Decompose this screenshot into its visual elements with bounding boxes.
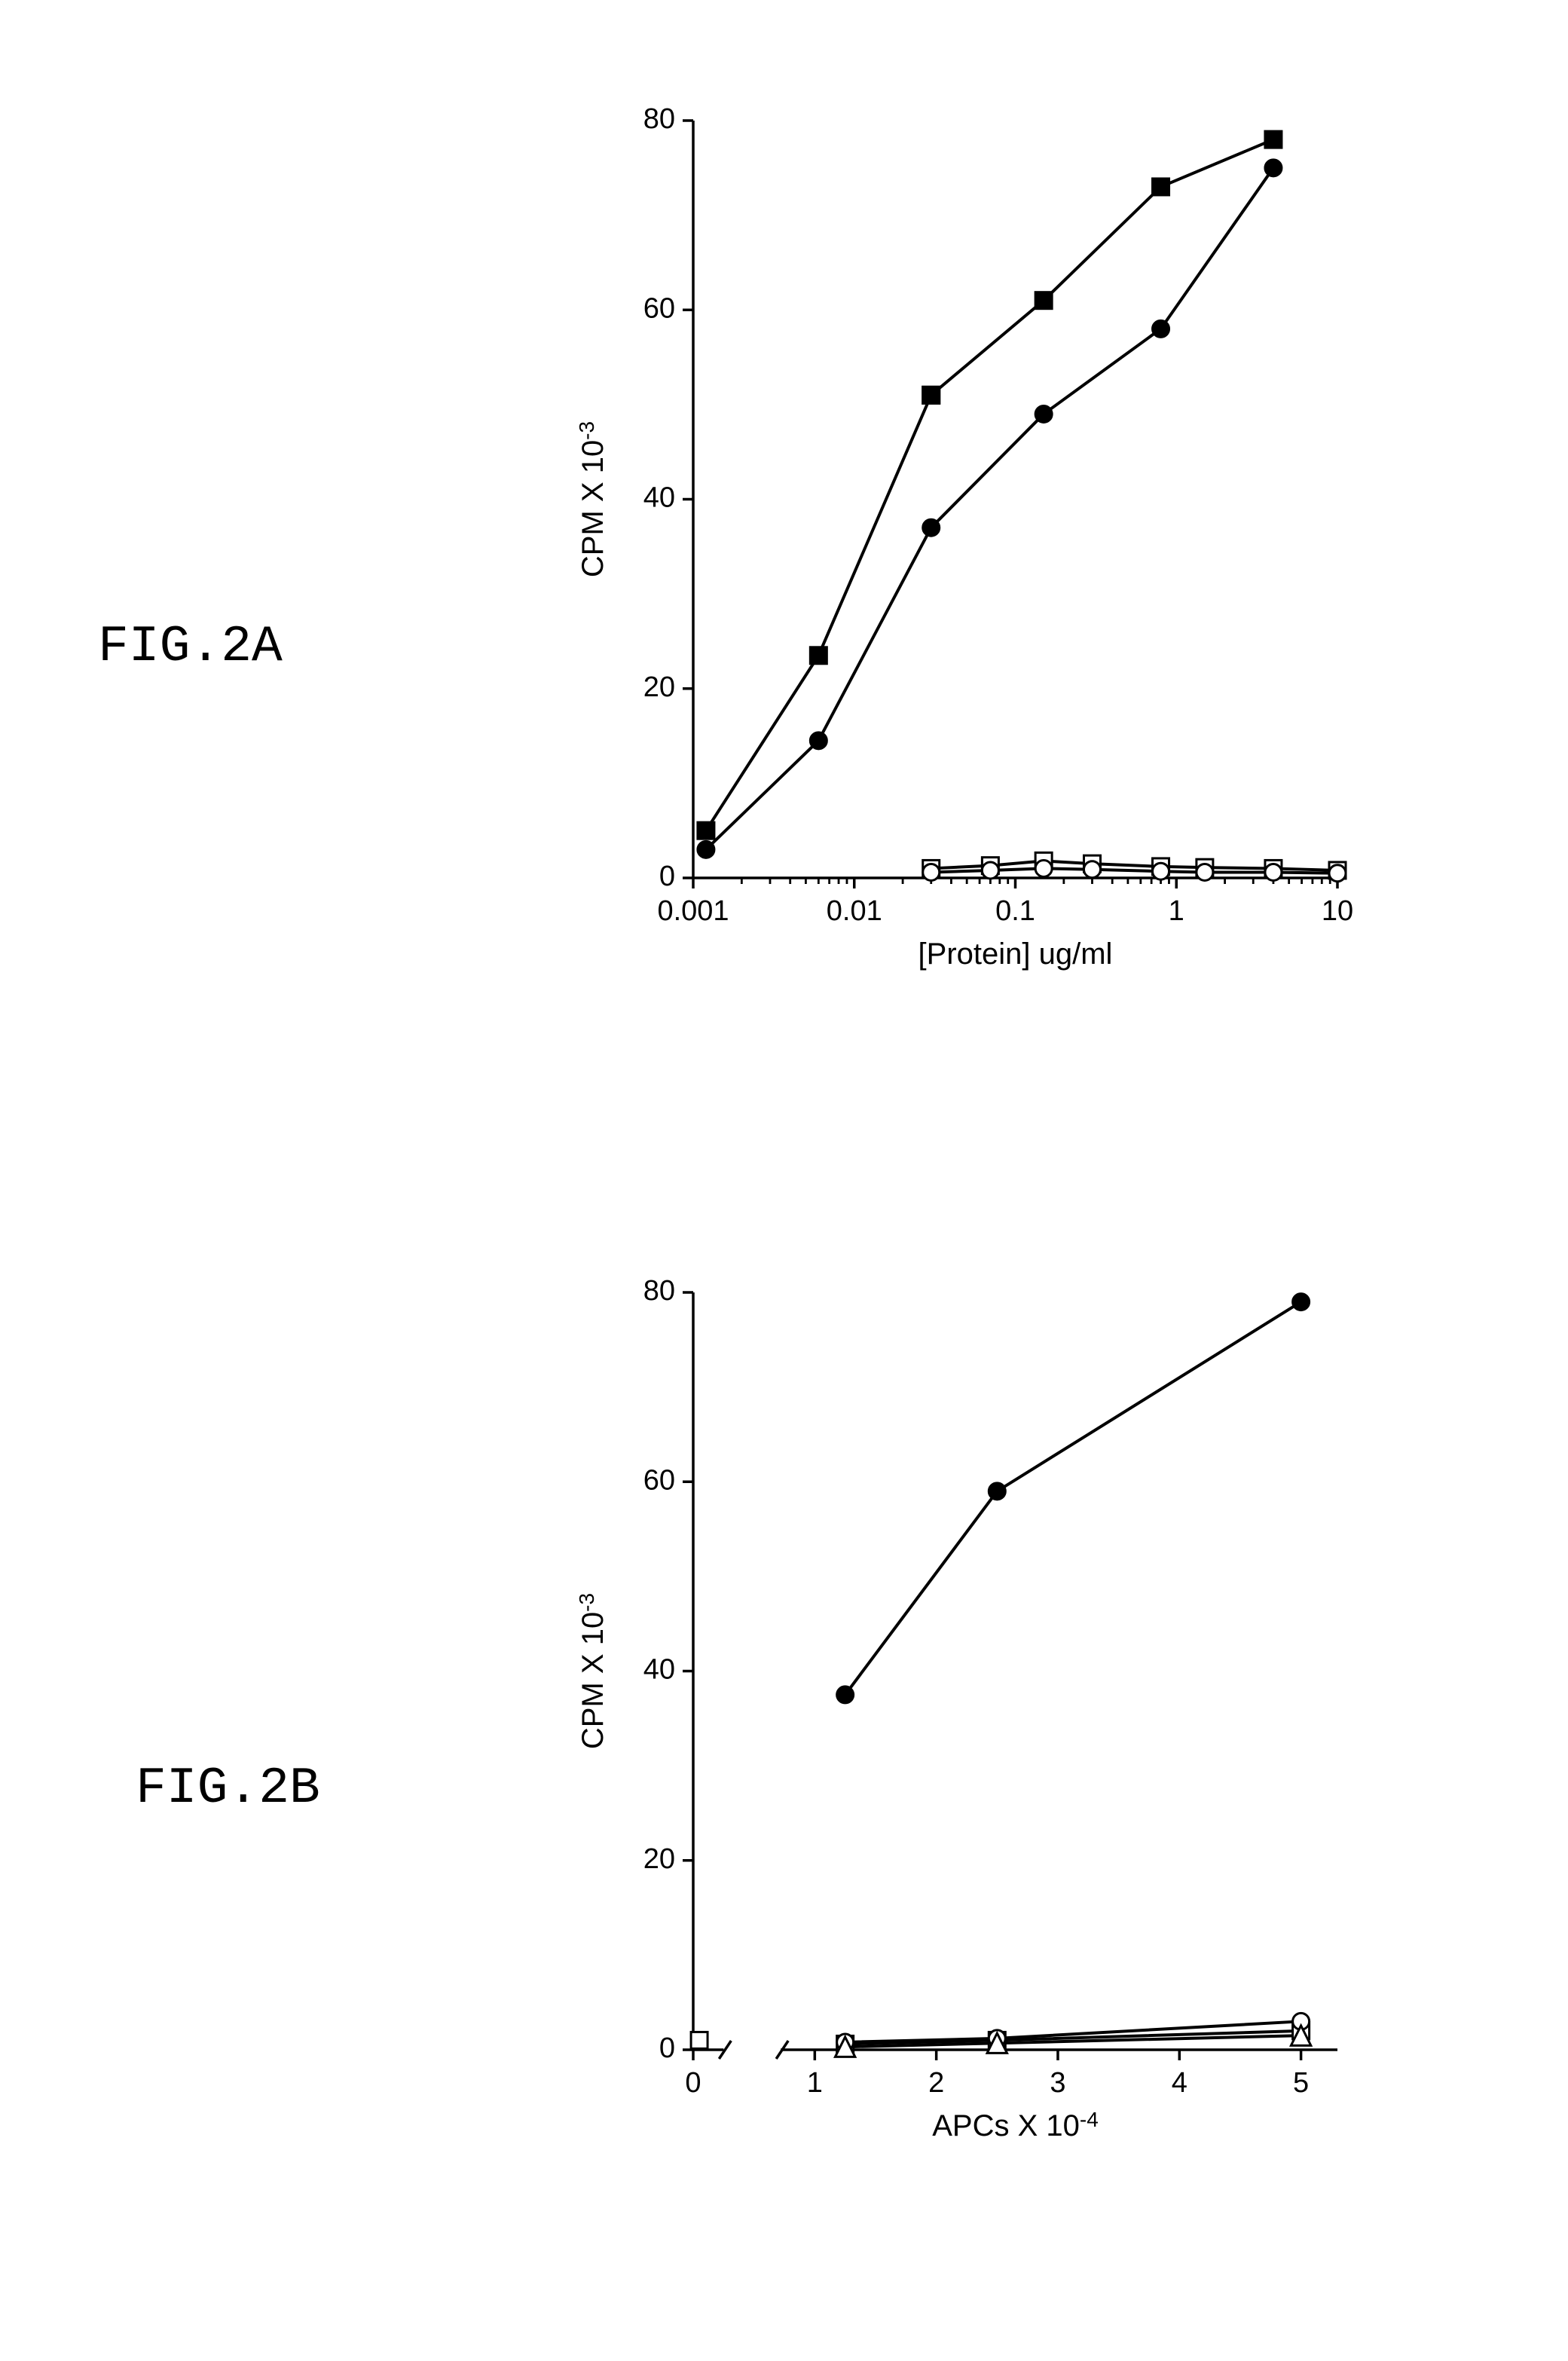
svg-text:CPM X 10-3: CPM X 10-3 — [575, 1593, 610, 1749]
svg-text:1: 1 — [807, 2067, 823, 2099]
figure-label-2b-text: FIG.2B — [136, 1760, 320, 1818]
svg-text:10: 10 — [1322, 895, 1353, 927]
svg-text:0.1: 0.1 — [995, 895, 1035, 927]
chart-fig2b: 0 20 40 60 80 0 1 2 3 4 5 CPM X 10-3 APCs X 10-4 — [543, 1270, 1401, 2148]
svg-text:80: 80 — [643, 1275, 675, 1307]
svg-text:40: 40 — [643, 482, 675, 514]
svg-text:20: 20 — [643, 1843, 675, 1875]
chart-fig2a: 0 20 40 60 80 0.001 0.01 0.1 1 10 CPM X 10-3 [Prote… — [543, 98, 1401, 976]
figure-label-2a-text: FIG.2A — [98, 618, 283, 676]
svg-text:60: 60 — [643, 1464, 675, 1496]
svg-text:1: 1 — [1169, 895, 1184, 927]
svg-text:2: 2 — [928, 2067, 944, 2099]
svg-text:20: 20 — [643, 671, 675, 703]
figure-label-2b: FIG.2B — [136, 1760, 320, 1818]
svg-text:CPM X 10-3: CPM X 10-3 — [575, 421, 610, 577]
svg-text:4: 4 — [1172, 2067, 1187, 2099]
svg-text:[Protein] ug/ml: [Protein] ug/ml — [918, 937, 1113, 971]
svg-text:5: 5 — [1293, 2067, 1309, 2099]
svg-text:0: 0 — [659, 861, 675, 892]
svg-text:3: 3 — [1050, 2067, 1065, 2099]
svg-text:80: 80 — [643, 103, 675, 135]
svg-text:APCs X 10-4: APCs X 10-4 — [932, 2108, 1099, 2142]
svg-text:60: 60 — [643, 292, 675, 324]
svg-text:0: 0 — [685, 2067, 701, 2099]
figure-label-2a: FIG.2A — [98, 618, 283, 676]
svg-text:0: 0 — [659, 2032, 675, 2064]
svg-text:0.01: 0.01 — [827, 895, 882, 927]
svg-text:0.001: 0.001 — [657, 895, 729, 927]
svg-text:40: 40 — [643, 1654, 675, 1686]
